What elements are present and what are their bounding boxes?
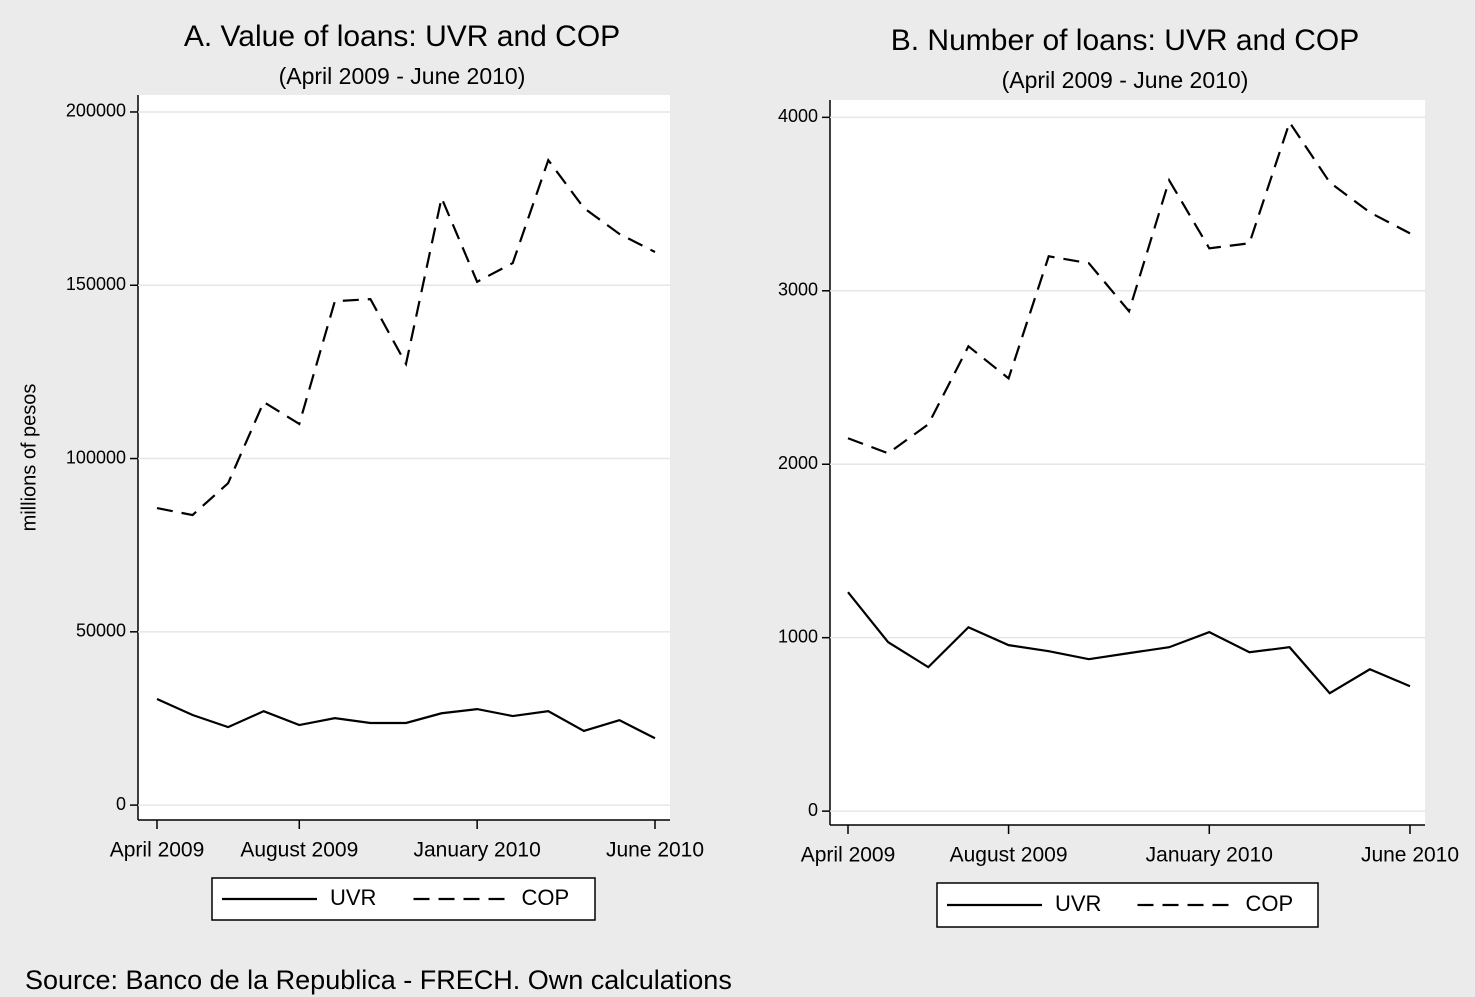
legend-label: COP bbox=[1246, 891, 1294, 916]
legend-label: COP bbox=[522, 885, 570, 910]
y-tick-label: 0 bbox=[116, 794, 126, 814]
x-tick-label: June 2010 bbox=[1361, 844, 1459, 867]
y-tick-label: 1000 bbox=[778, 626, 818, 646]
chart-subtitle: (April 2009 - June 2010) bbox=[1002, 67, 1249, 93]
x-tick-label: April 2009 bbox=[110, 839, 205, 862]
y-tick-label: 50000 bbox=[76, 621, 126, 641]
x-tick-label: January 2010 bbox=[414, 839, 541, 862]
x-tick-label: August 2009 bbox=[950, 844, 1068, 867]
chart-subtitle: (April 2009 - June 2010) bbox=[279, 63, 526, 89]
data-line bbox=[847, 591, 1411, 695]
data-line bbox=[156, 157, 656, 517]
legend-label: UVR bbox=[330, 885, 376, 910]
y-tick-label: 2000 bbox=[778, 453, 818, 473]
data-line bbox=[847, 119, 1411, 455]
y-tick-label: 4000 bbox=[778, 106, 818, 126]
chart-title: A. Value of loans: UVR and COP bbox=[184, 20, 620, 53]
y-tick-label: 200000 bbox=[66, 101, 126, 121]
plot-area bbox=[138, 95, 670, 820]
chart-title: B. Number of loans: UVR and COP bbox=[891, 24, 1360, 57]
x-tick-label: January 2010 bbox=[1146, 844, 1273, 867]
legend-label: UVR bbox=[1055, 891, 1101, 916]
x-tick-label: April 2009 bbox=[801, 844, 896, 867]
y-axis-label: millions of pesos bbox=[18, 384, 40, 532]
data-line bbox=[156, 698, 656, 740]
plot-area bbox=[830, 100, 1425, 825]
y-tick-label: 3000 bbox=[778, 280, 818, 300]
y-tick-label: 150000 bbox=[66, 274, 126, 294]
y-tick-label: 0 bbox=[808, 800, 818, 820]
x-tick-label: June 2010 bbox=[606, 839, 704, 862]
source-note: Source: Banco de la Republica - FRECH. O… bbox=[25, 965, 732, 995]
x-tick-label: August 2009 bbox=[240, 839, 358, 862]
y-tick-label: 100000 bbox=[66, 447, 126, 467]
